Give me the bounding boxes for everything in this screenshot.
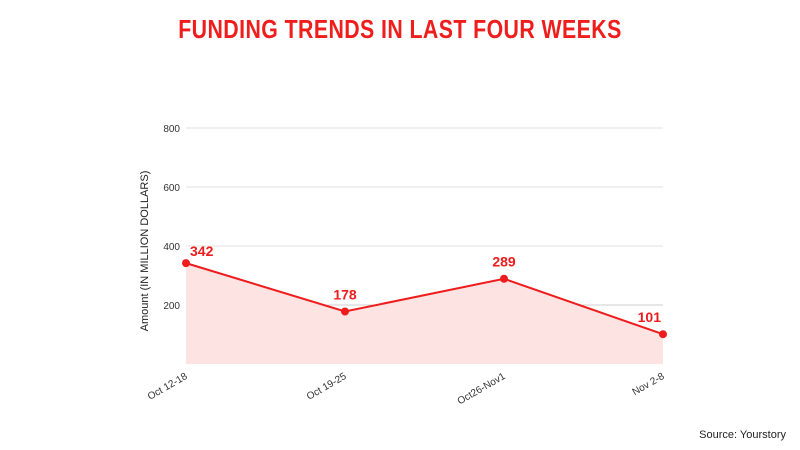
y-axis-title: Amount (IN MILLION DOLLARS) bbox=[139, 171, 151, 332]
y-tick-label: 400 bbox=[163, 242, 180, 253]
data-label: 178 bbox=[333, 286, 357, 302]
y-tick-label: 200 bbox=[163, 301, 180, 312]
data-label: 342 bbox=[190, 243, 214, 259]
data-label: 289 bbox=[492, 254, 516, 270]
data-point bbox=[500, 274, 508, 283]
data-point bbox=[182, 259, 190, 268]
data-label: 101 bbox=[638, 309, 662, 325]
x-tick-label: Nov 2-8 bbox=[631, 371, 667, 398]
y-tick-label: 600 bbox=[163, 183, 180, 194]
data-point bbox=[341, 307, 349, 316]
x-tick-label: Oct26-Nov1 bbox=[456, 371, 508, 407]
source-note: Source: Yourstory bbox=[699, 429, 786, 441]
chart-title: FUNDING TRENDS IN LAST FOUR WEEKS bbox=[178, 14, 622, 44]
series-line bbox=[185, 262, 664, 336]
x-tick-label: Oct 19-25 bbox=[305, 371, 349, 403]
area-fill bbox=[186, 263, 663, 364]
x-tick-label: Oct 12-18 bbox=[146, 371, 190, 403]
y-tick-label: 800 bbox=[163, 124, 180, 135]
data-point bbox=[659, 330, 667, 339]
